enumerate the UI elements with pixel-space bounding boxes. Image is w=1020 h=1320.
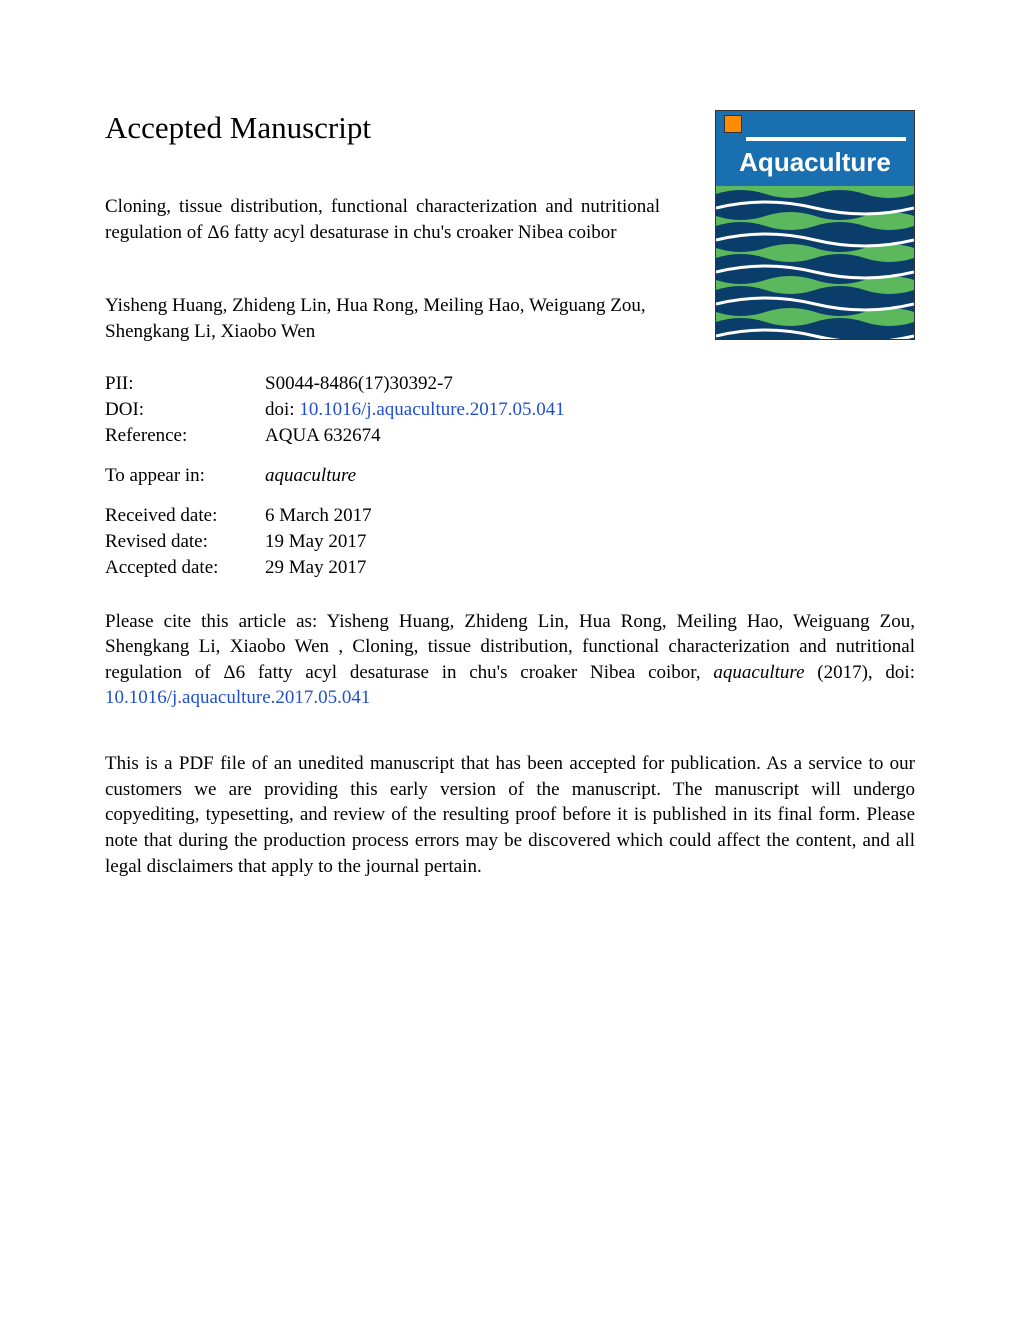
doi-link[interactable]: 10.1016/j.aquaculture.2017.05.041 xyxy=(299,399,564,420)
revised-value: 19 May 2017 xyxy=(265,531,915,553)
cover-wave-graphic xyxy=(716,186,914,340)
metadata-table: PII: S0044-8486(17)30392-7 DOI: doi: 10.… xyxy=(105,373,915,579)
citation-paragraph: Please cite this article as: Yisheng Hua… xyxy=(105,609,915,712)
accepted-label: Accepted date: xyxy=(105,557,265,579)
journal-cover-image: Aquaculture xyxy=(715,110,915,340)
reference-label: Reference: xyxy=(105,425,265,447)
meta-row-accepted: Accepted date: 29 May 2017 xyxy=(105,557,915,579)
cover-header xyxy=(716,111,914,137)
appear-value: aquaculture xyxy=(265,465,915,487)
revised-label: Revised date: xyxy=(105,531,265,553)
cover-bar xyxy=(746,137,906,141)
meta-row-reference: Reference: AQUA 632674 xyxy=(105,425,915,447)
header-row: Accepted Manuscript Cloning, tissue dist… xyxy=(105,110,915,345)
doi-label: DOI: xyxy=(105,399,265,421)
pii-value: S0044-8486(17)30392-7 xyxy=(265,373,915,395)
left-column: Accepted Manuscript Cloning, tissue dist… xyxy=(105,110,660,345)
meta-row-doi: DOI: doi: 10.1016/j.aquaculture.2017.05.… xyxy=(105,399,915,421)
doi-value: doi: 10.1016/j.aquaculture.2017.05.041 xyxy=(265,399,915,421)
doi-prefix: doi: xyxy=(265,399,299,420)
received-label: Received date: xyxy=(105,505,265,527)
wave-svg-icon xyxy=(716,186,914,340)
reference-value: AQUA 632674 xyxy=(265,425,915,447)
meta-row-received: Received date: 6 March 2017 xyxy=(105,505,915,527)
citation-journal: aquaculture xyxy=(713,662,804,683)
received-value: 6 March 2017 xyxy=(265,505,915,527)
meta-row-revised: Revised date: 19 May 2017 xyxy=(105,531,915,553)
appear-label: To appear in: xyxy=(105,465,265,487)
pii-label: PII: xyxy=(105,373,265,395)
cover-title: Aquaculture xyxy=(716,143,914,186)
authors-list: Yisheng Huang, Zhideng Lin, Hua Rong, Me… xyxy=(105,293,660,344)
article-title: Cloning, tissue distribution, functional… xyxy=(105,194,660,245)
accepted-value: 29 May 2017 xyxy=(265,557,915,579)
elsevier-logo-icon xyxy=(724,115,742,133)
page-heading: Accepted Manuscript xyxy=(105,110,660,146)
citation-doi-link[interactable]: 10.1016/j.aquaculture.2017.05.041 xyxy=(105,687,370,708)
citation-year: (2017), doi: xyxy=(805,662,915,683)
disclaimer-paragraph: This is a PDF file of an unedited manusc… xyxy=(105,751,915,879)
meta-row-pii: PII: S0044-8486(17)30392-7 xyxy=(105,373,915,395)
meta-row-appear: To appear in: aquaculture xyxy=(105,465,915,487)
